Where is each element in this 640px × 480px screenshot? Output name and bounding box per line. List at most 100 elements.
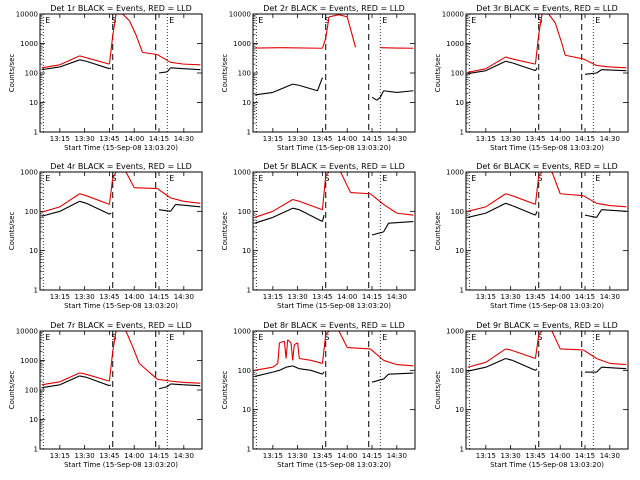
series-segment [396,212,414,216]
x-axis-label: Start Time (15-Sep-08 13:03:20) [64,461,178,469]
series-segment [548,14,556,24]
y-tick-label: 100 [25,70,38,78]
eclipse-marker: E [45,174,50,183]
y-axis-label: Counts/sec [221,54,229,93]
series-segment [534,211,538,216]
saa-marker: S [537,174,542,183]
series-segment [292,198,300,202]
series-segment [371,231,384,236]
series-segment [322,371,325,375]
series-segment [299,357,311,361]
series-segment [321,334,327,364]
x-tick-label: 13:45 [99,452,119,460]
x-tick-label: 13:30 [501,293,521,301]
x-tick-label: 13:45 [312,135,332,143]
series-segment [383,203,398,214]
panel-det-8: Det 8r BLACK = Events, RED = LLD 13:15 13:… [221,321,416,469]
series-segment [125,331,134,347]
series-segment [467,70,486,75]
x-tick-label: 14:00 [337,135,357,143]
eclipse-marker: E [45,333,50,342]
series-segment [272,369,280,373]
y-axis-label: Counts/sec [434,54,442,93]
series-segment [59,55,80,66]
series-segment [512,62,536,72]
x-tick-label: 13:15 [50,135,70,143]
series-segment [505,202,513,207]
y-tick-label: 100 [25,208,38,216]
y-tick-label: 100 [451,208,464,216]
series-segment [512,205,536,216]
y-tick-label: 10 [242,99,251,107]
series-segment [86,376,110,387]
y-tick-label: 100 [451,367,464,375]
series-segment [609,66,627,69]
panel-title: Det 7r BLACK = Events, RED = LLD [50,321,192,330]
series-segment [175,203,201,208]
series-segment [512,349,536,360]
series-segment [170,67,184,70]
series-segment [277,342,280,364]
panel-title: Det 1r BLACK = Events, RED = LLD [50,4,192,13]
x-tick-label: 14:15 [362,135,382,143]
x-tick-label: 13:15 [50,293,70,301]
x-tick-label: 14:30 [600,293,620,301]
eclipse-marker: E [382,333,387,342]
series-segment [79,59,87,62]
y-tick-label: 1 [34,287,38,295]
x-tick-label: 13:30 [288,293,308,301]
series-segment [551,331,561,350]
y-tick-label: 1 [247,129,251,137]
series-segment [254,366,273,371]
y-tick-label: 10 [455,406,464,414]
series-red [467,331,627,368]
plot-frame [252,171,416,291]
series-segment [254,210,274,218]
x-tick-label: 14:00 [337,452,357,460]
series-segment [316,77,323,91]
x-tick-label: 13:30 [75,293,95,301]
eclipse-marker: E [258,174,263,183]
series-segment [254,216,274,224]
series-segment [292,83,300,86]
series-black [41,59,201,74]
y-axis-label: Counts/sec [221,371,229,410]
x-tick-label: 14:30 [174,293,194,301]
x-tick-label: 13:30 [501,452,521,460]
y-tick-label: 1 [247,287,251,295]
series-segment [294,342,298,346]
series-segment [538,331,543,336]
series-segment [505,56,513,60]
x-tick-label: 14:00 [124,135,144,143]
x-axis-label: Start Time (15-Sep-08 13:03:20) [490,302,604,310]
series-red [254,14,414,49]
plot-frame [465,171,629,291]
series-segment [86,373,110,382]
series-black [254,365,414,383]
series-segment [485,193,506,208]
series-segment [79,193,87,197]
eclipse-marker: E [471,174,476,183]
series-segment [467,206,486,212]
series-segment [551,172,561,194]
series-segment [157,54,171,63]
series-segment [310,359,323,364]
series-segment [596,69,602,74]
eclipse-marker: E [45,16,50,25]
y-tick-label: 10 [29,247,38,255]
panel-title: Det 5r BLACK = Events, RED = LLD [263,162,405,171]
y-tick-label: 1 [34,129,38,137]
series-segment [41,66,60,71]
plot-frame [465,330,629,450]
x-tick-label: 13:30 [501,135,521,143]
series-segment [108,351,114,382]
panel-det-1: Det 1r BLACK = Events, RED = LLD 13:15 13:… [8,4,203,152]
x-tick-label: 14:30 [387,135,407,143]
series-black [467,60,627,75]
series-segment [285,365,293,368]
x-tick-label: 14:30 [174,135,194,143]
series-red [254,172,414,218]
series-segment [183,68,201,71]
x-tick-label: 14:15 [149,452,169,460]
panel-title: Det 2r BLACK = Events, RED = LLD [263,4,405,13]
